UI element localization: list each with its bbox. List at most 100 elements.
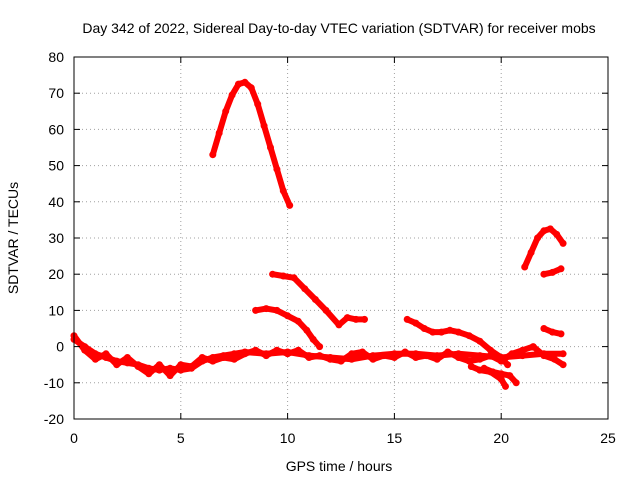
data-point: [401, 348, 409, 356]
data-point: [294, 346, 302, 354]
data-point: [422, 352, 430, 360]
data-point: [519, 346, 527, 354]
data-point: [81, 346, 89, 354]
data-point: [348, 350, 356, 358]
data-point: [540, 227, 548, 235]
data-point: [467, 363, 475, 370]
data-point: [553, 230, 561, 238]
data-point: [177, 361, 185, 369]
data-point: [497, 370, 505, 378]
data-point: [504, 361, 512, 369]
data-point: [412, 319, 420, 327]
data-point: [286, 201, 294, 209]
data-point: [559, 361, 567, 369]
data-point: [269, 270, 277, 278]
data-point: [420, 325, 428, 332]
data-point: [241, 78, 249, 86]
data-point: [502, 382, 509, 390]
y-tick-label: 50: [48, 158, 64, 174]
data-point: [134, 363, 142, 370]
data-point: [102, 350, 110, 358]
data-point: [549, 268, 556, 276]
data-point: [521, 263, 529, 271]
data-point: [446, 326, 454, 334]
data-point: [433, 355, 441, 363]
data-point: [369, 355, 377, 363]
data-point: [506, 372, 514, 380]
data-point: [309, 335, 317, 343]
data-point: [91, 355, 99, 363]
series-arc-high-peak: [209, 78, 294, 209]
series-dip-late-b: [480, 364, 520, 387]
y-axis-label: SDTVAR / TECUs: [5, 182, 21, 294]
series-arc-late-5: [540, 325, 565, 338]
data-point: [527, 249, 535, 256]
data-point: [497, 375, 505, 383]
y-tick-label: 20: [48, 266, 64, 282]
data-point: [390, 354, 398, 361]
data-point: [437, 328, 445, 336]
data-point: [487, 346, 494, 354]
data-point: [476, 355, 484, 363]
data-point: [465, 357, 473, 365]
x-tick-label: 10: [280, 430, 296, 446]
data-point: [311, 296, 319, 303]
data-point: [497, 357, 505, 365]
data-point: [230, 355, 238, 363]
data-point: [476, 337, 484, 345]
series-baseline-b: [70, 332, 567, 380]
y-tick-label: -20: [44, 411, 64, 427]
data-point: [279, 272, 287, 280]
data-point: [254, 100, 262, 108]
series-arc-mid-10: [252, 305, 324, 351]
data-point: [305, 354, 313, 361]
y-tick-label: 30: [48, 230, 64, 246]
data-point: [549, 328, 556, 336]
data-point: [540, 325, 548, 332]
data-point: [198, 354, 206, 361]
y-tick-label: 80: [48, 49, 64, 65]
data-point: [252, 306, 260, 314]
x-tick-label: 0: [70, 430, 78, 446]
grid: [74, 57, 608, 419]
data-point: [559, 239, 567, 247]
data-point: [361, 315, 368, 323]
data-point: [480, 364, 488, 372]
y-tick-label: 70: [48, 85, 64, 101]
data-point: [489, 368, 497, 376]
data-point: [267, 144, 274, 151]
data-point: [301, 285, 309, 293]
data-point: [290, 274, 298, 282]
data-point: [294, 317, 302, 325]
series-line: [269, 271, 368, 328]
data-point: [247, 84, 255, 92]
data-point: [303, 326, 311, 334]
data-marks: [70, 78, 567, 390]
data-point: [284, 312, 292, 320]
data-point: [337, 357, 345, 365]
data-point: [220, 354, 227, 361]
data-point: [540, 270, 548, 278]
data-point: [209, 357, 217, 365]
data-point: [222, 107, 230, 115]
data-point: [465, 332, 473, 340]
series-arc-late-8: [403, 315, 512, 369]
data-point: [260, 122, 268, 130]
data-point: [262, 305, 270, 313]
data-point: [559, 350, 567, 358]
data-point: [534, 234, 541, 242]
data-point: [557, 330, 565, 338]
data-point: [262, 352, 270, 360]
data-point: [284, 350, 292, 358]
x-axis-label: GPS time / hours: [286, 458, 393, 474]
data-point: [188, 363, 195, 370]
data-point: [557, 265, 565, 273]
data-point: [403, 315, 411, 323]
data-point: [540, 352, 548, 360]
data-point: [155, 361, 163, 369]
data-point: [512, 379, 520, 387]
y-tick-label: 40: [48, 194, 64, 210]
series-line: [209, 79, 293, 209]
data-point: [273, 165, 281, 173]
